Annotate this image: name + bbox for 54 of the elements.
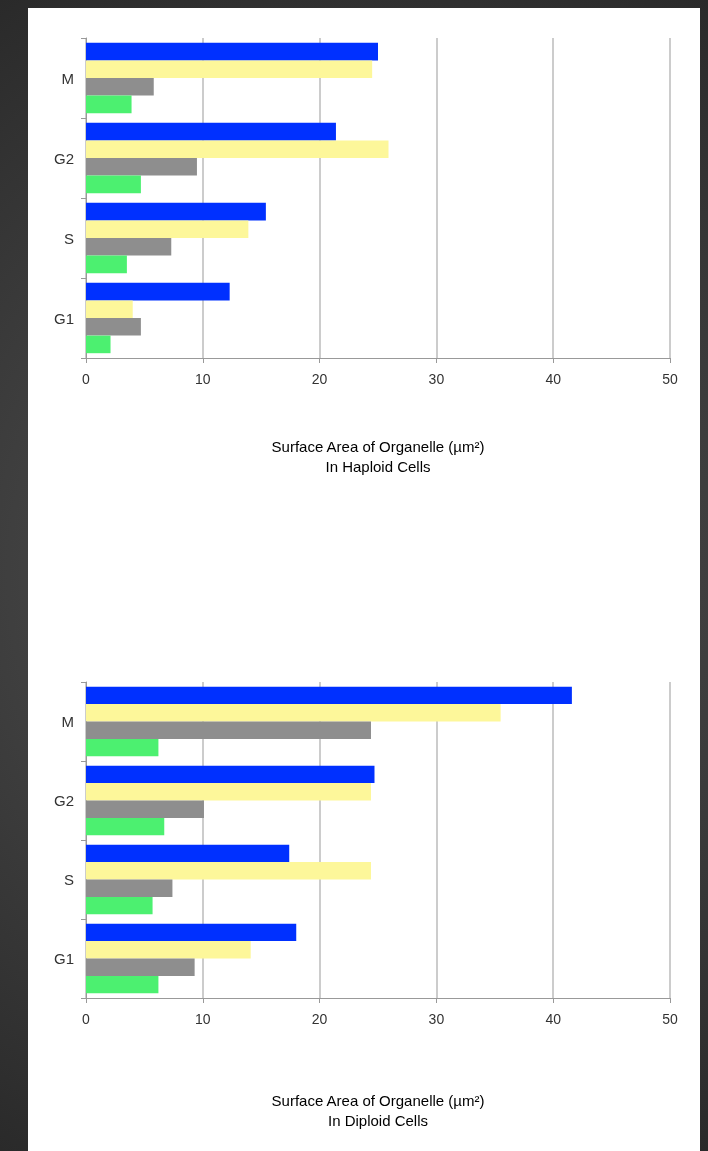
bar [86,941,251,959]
bar [86,255,127,274]
bar [86,122,336,141]
bar [86,282,230,301]
bar [86,783,371,801]
x-tick-label: 20 [311,1011,328,1027]
bar [86,220,249,238]
bar [86,738,159,757]
bar [86,844,290,863]
y-tick-label: M [61,713,74,730]
bar [86,686,572,705]
x-tick-label: 40 [545,371,562,387]
bar [86,975,159,994]
y-tick-label: G1 [53,309,74,327]
bar [86,765,375,784]
bar [86,300,133,318]
x-axis-title: Surface Area of Organelle (µm²) In Haploid Cells [271,437,485,475]
x-tick-label: 20 [311,371,328,387]
x-tick-label: 40 [545,1011,562,1027]
bar [86,158,197,176]
bar [86,958,195,976]
bar [86,923,297,942]
y-tick-label: G1 [53,950,74,967]
y-tick-label: S [63,229,74,247]
bar [86,78,154,96]
bar [86,60,373,78]
bar [86,704,501,722]
bar [86,800,204,818]
x-axis-title: Surface Area of Organelle (µm²) In Diploid Cells [271,1091,485,1129]
bar [86,335,111,354]
y-tick-label: S [63,871,74,888]
x-tick-label: 0 [82,1011,91,1027]
bar [86,140,389,158]
bar [86,238,172,256]
bar [86,817,165,836]
x-tick-label: 50 [662,1011,678,1027]
x-tick-label: 0 [82,371,91,387]
bar [86,862,371,880]
bar [86,879,173,897]
bar [86,175,141,194]
bar [86,42,378,61]
x-tick-label: 10 [195,371,211,387]
y-tick-label: M [61,69,74,87]
bar [86,95,132,114]
x-tick-label: 50 [662,371,678,387]
bar [86,318,141,336]
x-tick-label: 10 [195,1011,211,1027]
y-tick-label: G2 [53,149,74,167]
y-tick-label: G2 [53,792,74,809]
bar [86,896,153,915]
bar [86,202,266,221]
bar [86,721,371,739]
x-tick-label: 30 [428,1011,445,1027]
x-tick-label: 30 [428,371,445,387]
